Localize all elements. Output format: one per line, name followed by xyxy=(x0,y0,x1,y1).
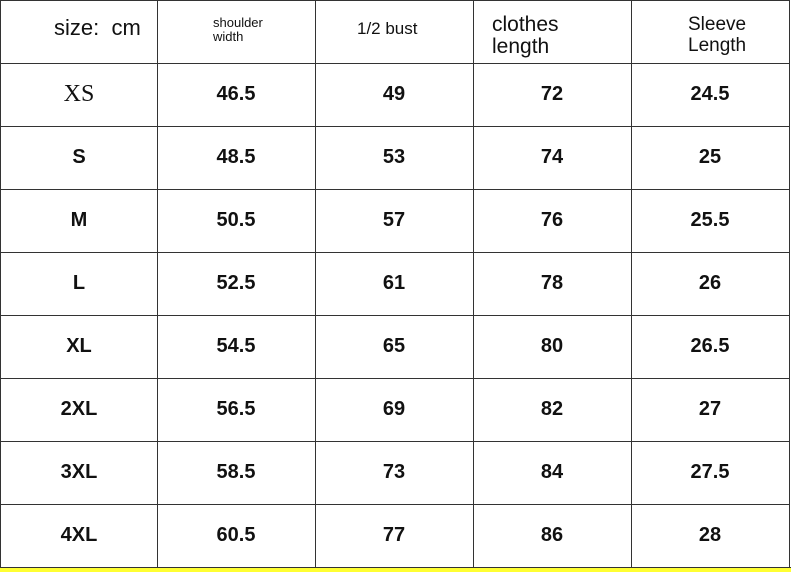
sleeve-cell: 27.5 xyxy=(690,461,730,483)
sleeve-cell: 25 xyxy=(698,146,722,168)
row-divider xyxy=(0,441,789,442)
size-cell: 3XL xyxy=(60,461,98,483)
header-size-unit: size: cm xyxy=(54,15,141,40)
column-divider xyxy=(789,0,790,567)
bust-cell: 73 xyxy=(382,461,406,483)
header-sleeve-length-line2: Length xyxy=(688,35,747,56)
sleeve-cell: 26 xyxy=(698,272,722,294)
shoulder-cell: 54.5 xyxy=(216,335,256,357)
row-divider xyxy=(0,0,789,1)
bust-cell: 77 xyxy=(382,524,406,546)
size-cell: XL xyxy=(66,335,92,357)
bust-cell: 65 xyxy=(382,335,406,357)
clothes-cell: 76 xyxy=(540,209,564,231)
row-divider xyxy=(0,63,789,64)
column-divider xyxy=(473,0,474,567)
clothes-cell: 78 xyxy=(540,272,564,294)
clothes-cell: 82 xyxy=(540,398,564,420)
sleeve-cell: 24.5 xyxy=(690,83,730,105)
shoulder-cell: 58.5 xyxy=(216,461,256,483)
shoulder-cell: 46.5 xyxy=(216,83,256,105)
row-divider xyxy=(0,189,789,190)
bust-cell: 57 xyxy=(382,209,406,231)
size-cell: 4XL xyxy=(60,524,98,546)
column-divider xyxy=(157,0,158,567)
shoulder-cell: 60.5 xyxy=(216,524,256,546)
column-divider xyxy=(631,0,632,567)
clothes-cell: 86 xyxy=(540,524,564,546)
shoulder-cell: 50.5 xyxy=(216,209,256,231)
row-divider xyxy=(0,315,789,316)
clothes-cell: 84 xyxy=(540,461,564,483)
row-divider xyxy=(0,126,789,127)
shoulder-cell: 52.5 xyxy=(216,272,256,294)
bust-cell: 69 xyxy=(382,398,406,420)
size-cell: M xyxy=(70,209,88,231)
clothes-cell: 72 xyxy=(540,83,564,105)
column-divider xyxy=(315,0,316,567)
clothes-cell: 80 xyxy=(540,335,564,357)
row-divider xyxy=(0,252,789,253)
shoulder-cell: 48.5 xyxy=(216,146,256,168)
sleeve-cell: 28 xyxy=(698,524,722,546)
sleeve-cell: 25.5 xyxy=(690,209,730,231)
shoulder-cell: 56.5 xyxy=(216,398,256,420)
bust-cell: 49 xyxy=(382,83,406,105)
sleeve-cell: 26.5 xyxy=(690,335,730,357)
header-shoulder-width-line2: width xyxy=(213,29,244,44)
row-divider xyxy=(0,504,789,505)
header-half-bust: 1/2 bust xyxy=(357,19,418,38)
size-cell: 2XL xyxy=(60,398,98,420)
clothes-cell: 74 xyxy=(540,146,564,168)
header-clothes-length-line1: clothes xyxy=(492,13,559,36)
column-divider xyxy=(0,0,1,567)
bust-cell: 61 xyxy=(382,272,406,294)
size-cell: L xyxy=(72,272,86,294)
footer-strip xyxy=(0,567,791,572)
row-divider xyxy=(0,378,789,379)
sleeve-cell: 27 xyxy=(698,398,722,420)
header-sleeve-length-line1: Sleeve xyxy=(688,14,747,35)
size-cell: S xyxy=(72,146,86,168)
header-shoulder-width-line1: shoulder xyxy=(213,15,263,30)
size-cell: XS xyxy=(63,81,95,107)
header-clothes-length-line2: length xyxy=(492,35,550,58)
bust-cell: 53 xyxy=(382,146,406,168)
